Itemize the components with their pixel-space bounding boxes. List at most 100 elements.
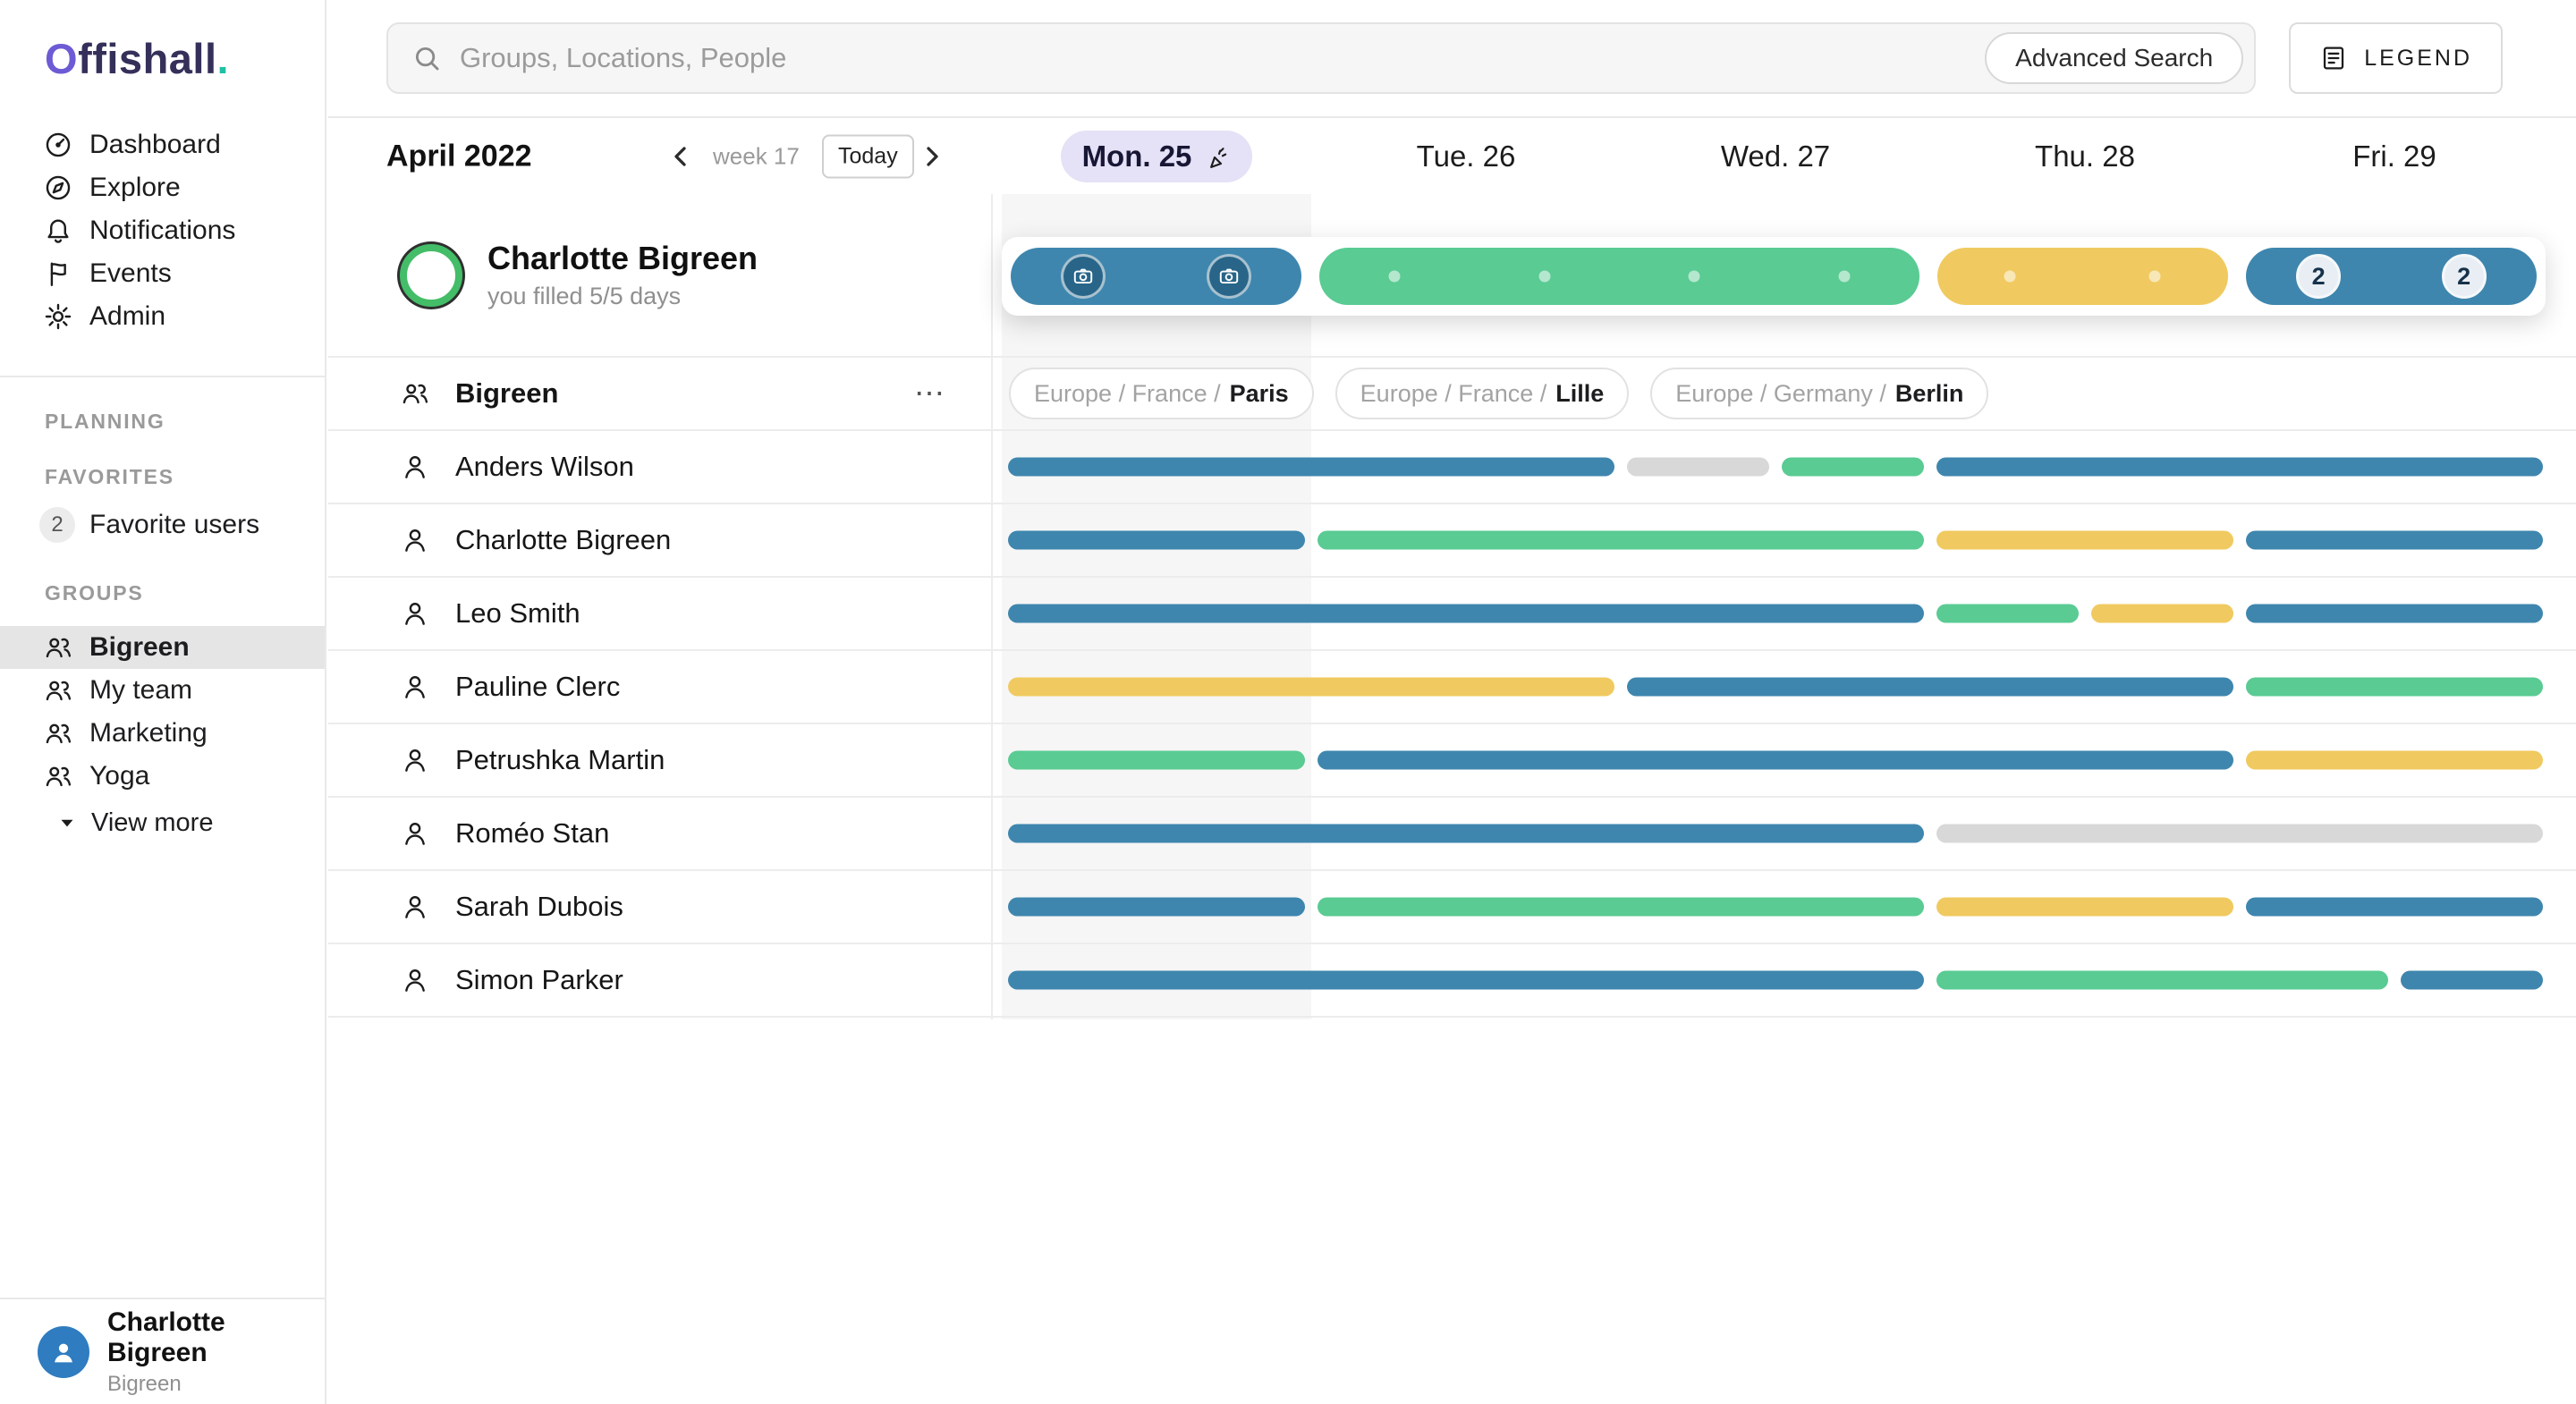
person-name[interactable]: Petrushka Martin xyxy=(455,744,665,775)
group-list: Bigreen My team Marketing Yoga xyxy=(0,626,325,798)
person-name[interactable]: Leo Smith xyxy=(455,597,580,629)
capacity-badge[interactable]: 2 xyxy=(2296,254,2342,299)
half-day-dot xyxy=(1688,270,1700,283)
section-label-favorites: FAVORITES xyxy=(45,465,174,488)
person-name[interactable]: Roméo Stan xyxy=(455,817,610,849)
schedule-pill-green[interactable] xyxy=(1319,248,1919,305)
location-city: Berlin xyxy=(1894,379,1964,407)
schedule-bar-green[interactable] xyxy=(1008,750,1305,770)
day-header-thursday[interactable]: Thu. 28 xyxy=(1930,118,2240,194)
search-bar[interactable]: Advanced Search xyxy=(386,22,2257,94)
sidebar-item-notifications[interactable]: Notifications xyxy=(0,209,325,252)
person-cell: Anders Wilson xyxy=(328,431,1002,503)
person-week xyxy=(1002,431,2549,503)
next-week-button[interactable] xyxy=(911,137,951,176)
schedule-bar-blue[interactable] xyxy=(1936,457,2543,477)
sidebar-item-group-yoga[interactable]: Yoga xyxy=(0,755,325,798)
day-header-monday[interactable]: Mon. 25 xyxy=(1002,118,1311,194)
schedule-bar-blue[interactable] xyxy=(1008,897,1305,917)
schedule-bar-yellow[interactable] xyxy=(2246,750,2543,770)
view-more-button[interactable]: View more xyxy=(0,801,325,844)
day-header-row: Mon. 25 Tue. 26 Wed. 27 Thu. 28 Fri. 29 xyxy=(1002,118,2549,194)
sidebar-item-dashboard[interactable]: Dashboard xyxy=(0,123,325,166)
person-name[interactable]: Pauline Clerc xyxy=(455,671,621,702)
schedule-bar-green[interactable] xyxy=(1318,530,1924,550)
advanced-search-button[interactable]: Advanced Search xyxy=(1985,32,2244,84)
sidebar-item-group-my-team[interactable]: My team xyxy=(0,669,325,712)
person-icon xyxy=(400,818,430,849)
capacity-badge[interactable]: 2 xyxy=(2441,254,2487,299)
schedule-bar-blue[interactable] xyxy=(2401,970,2543,990)
schedule-bar-blue[interactable] xyxy=(1318,750,2233,770)
person-name[interactable]: Simon Parker xyxy=(455,964,623,995)
date-toolbar: April 2022 week 17 Today Mon. 25 Tue. 26… xyxy=(328,118,2576,194)
legend-button[interactable]: LEGEND xyxy=(2289,22,2503,94)
schedule-bar-green[interactable] xyxy=(1936,970,2388,990)
schedule-pill-blue[interactable] xyxy=(1011,248,1302,305)
person-cell: Charlotte Bigreen xyxy=(328,504,1002,576)
half-day-dot xyxy=(1388,270,1401,283)
person-cell: Roméo Stan xyxy=(328,798,1002,869)
schedule-bar-yellow[interactable] xyxy=(1008,677,1614,697)
half-day-dot xyxy=(2004,270,2016,283)
schedule-bar-yellow[interactable] xyxy=(1936,897,2233,917)
schedule-bar-green[interactable] xyxy=(1318,897,1924,917)
sidebar-item-admin[interactable]: Admin xyxy=(0,295,325,338)
schedule-bar-yellow[interactable] xyxy=(2091,604,2233,623)
camera-icon-button[interactable] xyxy=(1061,254,1106,299)
schedule-bar-green[interactable] xyxy=(2246,677,2543,697)
current-user-avatar xyxy=(400,243,462,307)
person-week xyxy=(1002,724,2549,796)
schedule-bar-blue[interactable] xyxy=(2246,897,2543,917)
schedule-row: Simon Parker xyxy=(328,944,2576,1018)
schedule-bar-blue[interactable] xyxy=(1627,677,2233,697)
schedule-bar-blue[interactable] xyxy=(1008,530,1305,550)
person-icon xyxy=(400,892,430,922)
sidebar-item-group-bigreen[interactable]: Bigreen xyxy=(0,626,325,669)
day-header-tuesday[interactable]: Tue. 26 xyxy=(1311,118,1621,194)
current-user-profile[interactable]: Charlotte Bigreen Bigreen xyxy=(0,1298,325,1404)
sidebar-divider xyxy=(0,376,325,377)
dashboard-icon xyxy=(43,130,73,160)
person-name[interactable]: Anders Wilson xyxy=(455,451,634,482)
sidebar-item-favorite-users[interactable]: 2 Favorite users xyxy=(0,503,325,547)
schedule-bar-blue[interactable] xyxy=(1008,824,1924,843)
day-label: Thu. 28 xyxy=(2035,139,2135,173)
previous-week-button[interactable] xyxy=(662,137,701,176)
people-icon xyxy=(400,378,430,409)
schedule-bar-green[interactable] xyxy=(1936,604,2079,623)
search-input[interactable] xyxy=(460,42,1968,74)
schedule-pill-yellow[interactable] xyxy=(1936,248,2228,305)
location-city: Paris xyxy=(1229,379,1289,407)
location-chip-lille[interactable]: Europe / France / Lille xyxy=(1335,368,1630,419)
location-chip-berlin[interactable]: Europe / Germany / Berlin xyxy=(1650,368,1989,419)
schedule-bar-blue[interactable] xyxy=(1008,604,1924,623)
day-header-wednesday[interactable]: Wed. 27 xyxy=(1621,118,1930,194)
day-header-friday[interactable]: Fri. 29 xyxy=(2240,118,2549,194)
favorites-label: Favorite users xyxy=(89,510,260,539)
person-name[interactable]: Sarah Dubois xyxy=(455,891,623,922)
camera-icon-button[interactable] xyxy=(1206,254,1251,299)
app-logo[interactable]: Offishall. xyxy=(45,35,230,82)
user-team: Bigreen xyxy=(107,1371,182,1396)
today-button[interactable]: Today xyxy=(822,134,914,178)
schedule-bar-blue[interactable] xyxy=(2246,604,2543,623)
schedule-bar-gray[interactable] xyxy=(1936,824,2543,843)
sidebar-item-explore[interactable]: Explore xyxy=(0,166,325,209)
people-icon xyxy=(43,632,73,663)
more-options-icon[interactable]: ⋯ xyxy=(914,376,947,410)
schedule-bar-blue[interactable] xyxy=(1008,457,1614,477)
schedule-bar-yellow[interactable] xyxy=(1936,530,2233,550)
schedule-bar-blue[interactable] xyxy=(1008,970,1924,990)
schedule-bar-green[interactable] xyxy=(1782,457,1924,477)
schedule-bar-blue[interactable] xyxy=(2246,530,2543,550)
group-name[interactable]: Bigreen xyxy=(455,377,559,409)
person-name[interactable]: Charlotte Bigreen xyxy=(455,524,672,555)
location-chip-paris[interactable]: Europe / France / Paris xyxy=(1009,368,1314,419)
sidebar-item-group-marketing[interactable]: Marketing xyxy=(0,712,325,755)
schedule-bar-gray[interactable] xyxy=(1627,457,1769,477)
person-icon xyxy=(400,452,430,482)
half-day-dot xyxy=(1838,270,1851,283)
sidebar-item-events[interactable]: Events xyxy=(0,252,325,295)
